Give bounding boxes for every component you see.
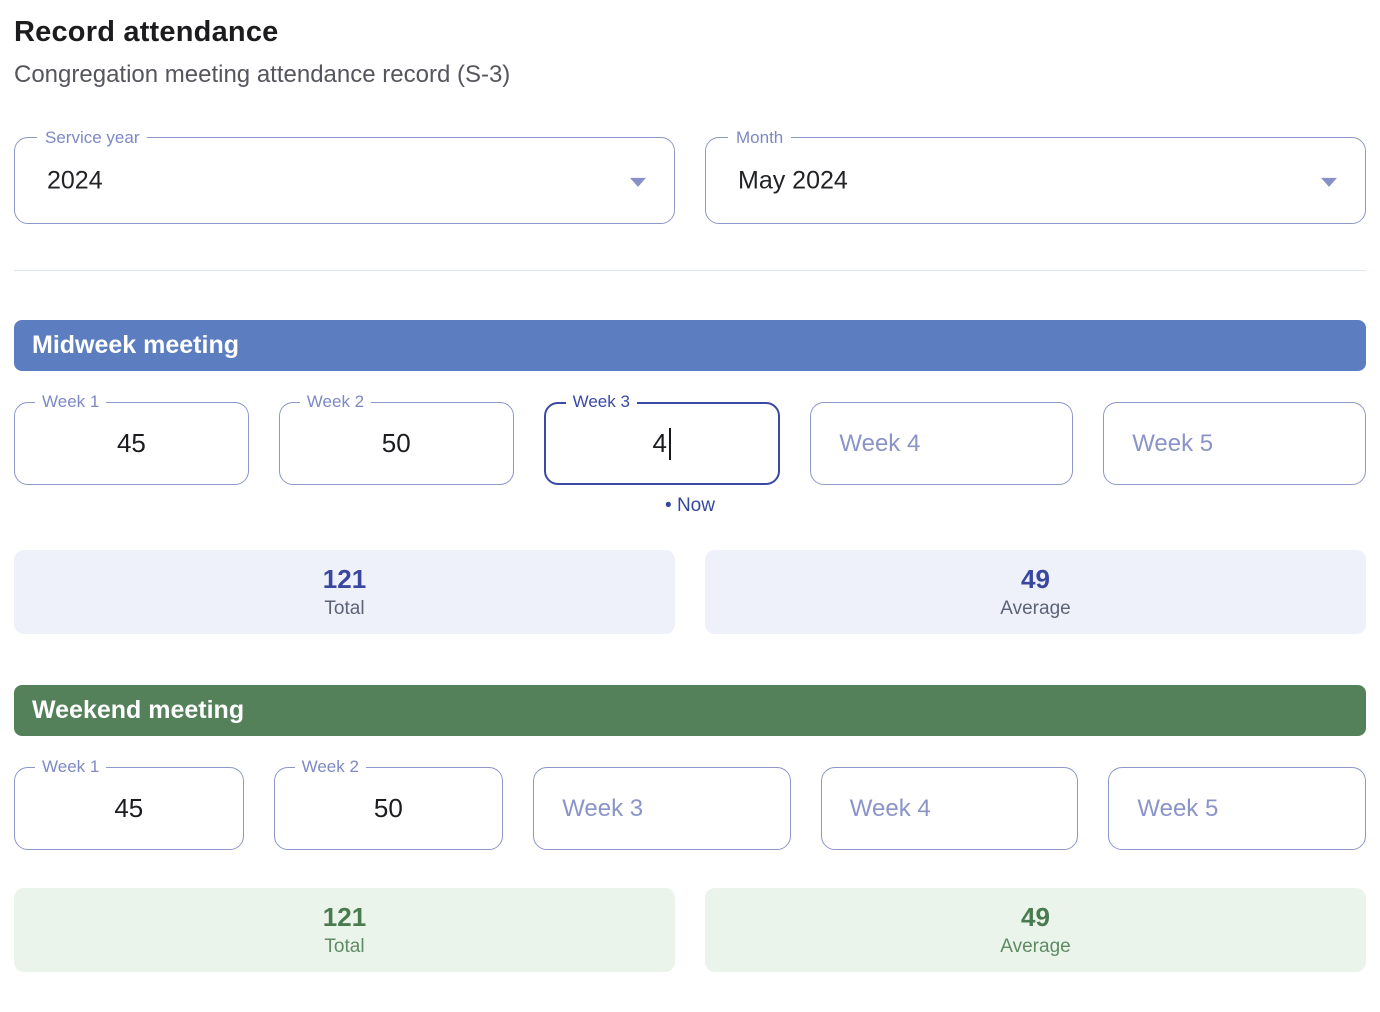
chevron-down-icon bbox=[1321, 177, 1337, 187]
midweek-summary-row: 121 Total 49 Average bbox=[14, 550, 1366, 634]
weekend-average-label: Average bbox=[1000, 936, 1071, 957]
midweek-section-title: Midweek meeting bbox=[32, 331, 239, 359]
record-attendance-page: Record attendance Congregation meeting a… bbox=[14, 16, 1366, 972]
midweek-week2-input[interactable]: Week 2 50 bbox=[278, 392, 514, 485]
midweek-total-box: 121 Total bbox=[14, 550, 675, 634]
midweek-section-header: Midweek meeting bbox=[14, 320, 1366, 371]
now-indicator: • Now bbox=[665, 495, 715, 516]
midweek-hint-row: • Now bbox=[14, 485, 1366, 517]
weekend-week3-input[interactable]: Week 3 bbox=[533, 767, 791, 850]
month-select[interactable]: Month May 2024 bbox=[705, 128, 1366, 224]
midweek-average-value: 49 bbox=[1021, 564, 1050, 594]
weekend-summary-row: 121 Total 49 Average bbox=[14, 888, 1366, 972]
midweek-total-label: Total bbox=[324, 598, 365, 619]
midweek-week3-value: 4 bbox=[653, 427, 672, 460]
weekend-week2-value: 50 bbox=[373, 793, 403, 823]
weekend-week5-input[interactable]: Week 5 bbox=[1108, 767, 1366, 850]
month-value: May 2024 bbox=[738, 166, 848, 194]
weekend-average-box: 49 Average bbox=[705, 888, 1366, 972]
midweek-week5-label: Week 5 bbox=[1132, 429, 1214, 457]
page-title: Record attendance bbox=[14, 16, 279, 48]
midweek-week1-label: Week 1 bbox=[35, 392, 107, 412]
month-label: Month bbox=[728, 128, 792, 148]
weekend-total-value: 121 bbox=[322, 902, 367, 932]
weekend-week1-input[interactable]: Week 1 45 bbox=[14, 757, 244, 850]
midweek-total-value: 121 bbox=[322, 564, 367, 594]
filters-row: Service year 2024 Month May 2024 bbox=[14, 128, 1366, 224]
weekend-section-title: Weekend meeting bbox=[32, 696, 245, 724]
weekend-weeks-row: Week 1 45 Week 2 50 Week 3 Week 4 Week 5 bbox=[14, 757, 1366, 850]
page-subtitle: Congregation meeting attendance record (… bbox=[14, 61, 511, 88]
midweek-week5-input[interactable]: Week 5 bbox=[1103, 402, 1366, 485]
weekend-week4-input[interactable]: Week 4 bbox=[820, 767, 1079, 850]
weekend-total-box: 121 Total bbox=[14, 888, 675, 972]
midweek-average-label: Average bbox=[1000, 598, 1071, 619]
weekend-total-label: Total bbox=[324, 936, 365, 957]
midweek-weeks-row: Week 1 45 Week 2 50 Week 3 4 Week 4 Week… bbox=[14, 392, 1366, 485]
weekend-week5-label: Week 5 bbox=[1137, 794, 1219, 822]
service-year-value: 2024 bbox=[47, 166, 103, 194]
weekend-week3-label: Week 3 bbox=[562, 794, 644, 822]
midweek-week4-input[interactable]: Week 4 bbox=[810, 402, 1074, 485]
weekend-week1-label: Week 1 bbox=[35, 757, 107, 777]
chevron-down-icon bbox=[630, 177, 646, 187]
midweek-week3-input[interactable]: Week 3 4 bbox=[543, 392, 781, 485]
midweek-week3-label: Week 3 bbox=[565, 392, 637, 412]
service-year-label: Service year bbox=[37, 128, 148, 148]
weekend-section-header: Weekend meeting bbox=[14, 685, 1366, 736]
midweek-week2-value: 50 bbox=[381, 428, 411, 458]
weekend-average-value: 49 bbox=[1021, 902, 1050, 932]
midweek-week4-label: Week 4 bbox=[839, 429, 921, 457]
weekend-week4-label: Week 4 bbox=[849, 794, 931, 822]
weekend-week2-label: Week 2 bbox=[294, 757, 366, 777]
midweek-average-box: 49 Average bbox=[705, 550, 1366, 634]
weekend-week2-input[interactable]: Week 2 50 bbox=[273, 757, 504, 850]
divider bbox=[14, 270, 1366, 271]
midweek-week1-input[interactable]: Week 1 45 bbox=[14, 392, 249, 485]
text-cursor bbox=[668, 427, 672, 460]
service-year-select[interactable]: Service year 2024 bbox=[14, 128, 675, 224]
midweek-week2-label: Week 2 bbox=[299, 392, 372, 412]
midweek-week1-value: 45 bbox=[116, 428, 146, 458]
weekend-week1-value: 45 bbox=[114, 793, 144, 823]
